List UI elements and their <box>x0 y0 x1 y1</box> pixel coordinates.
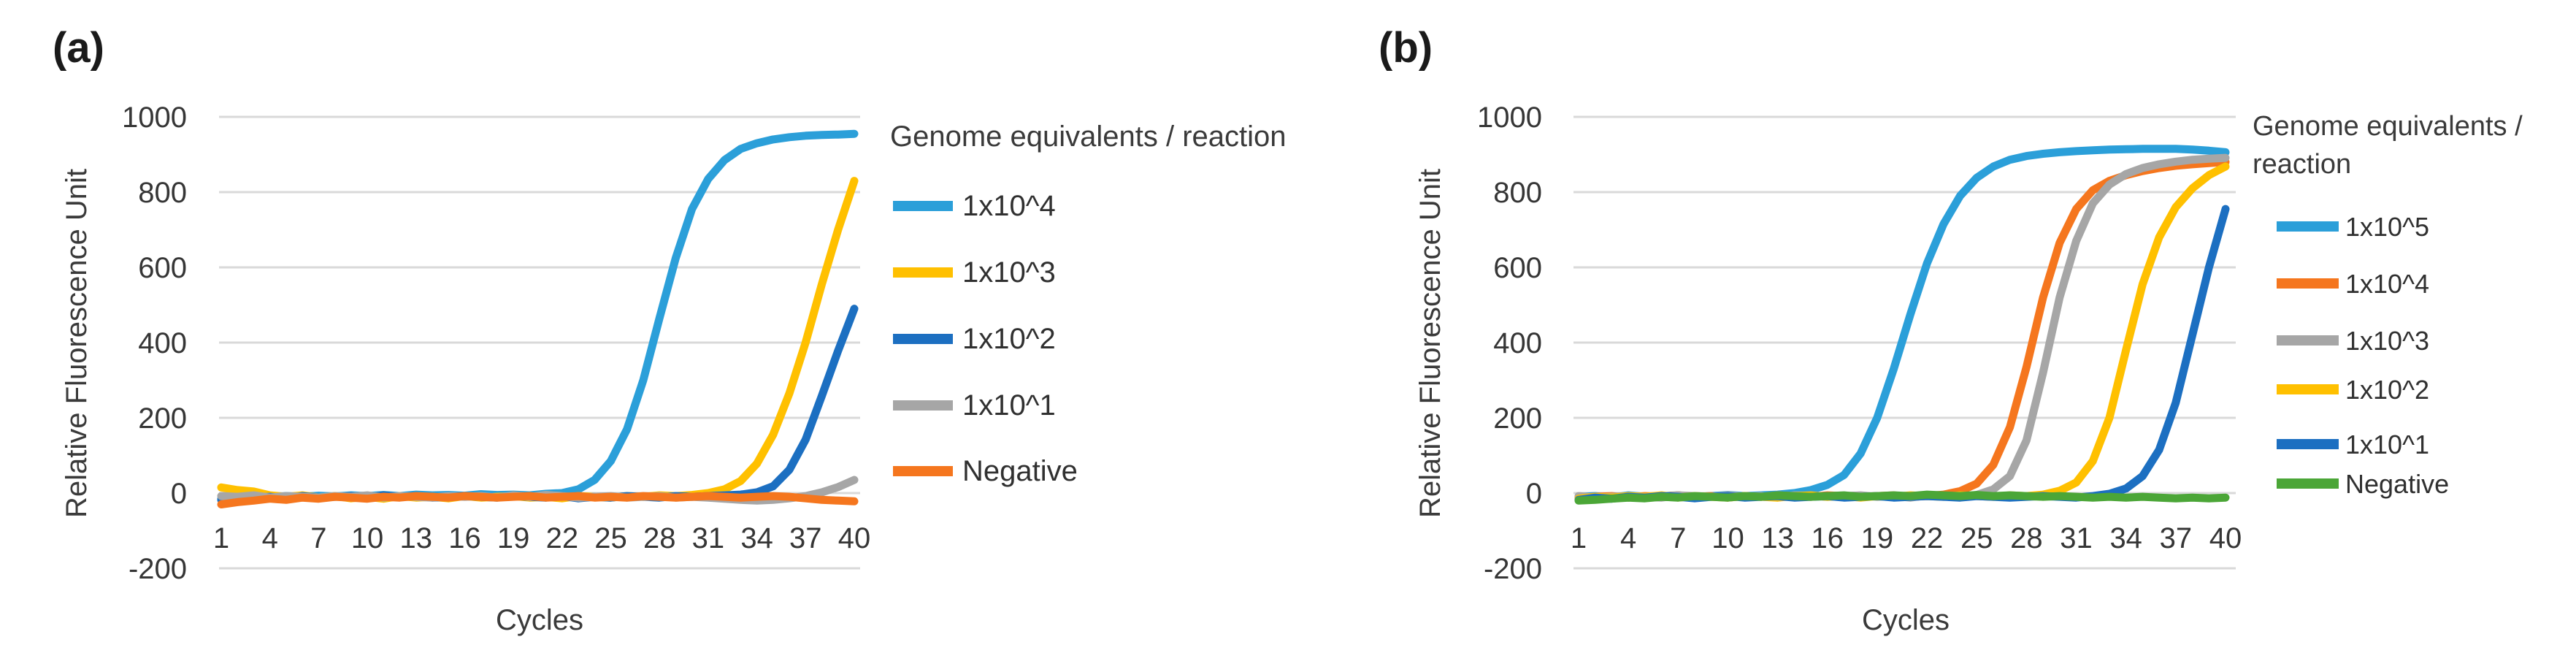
y-tick-label-1000: 1000 <box>1477 102 1542 134</box>
legend-label-1x10^2: 1x10^2 <box>2345 375 2429 405</box>
x-tick-label-10: 10 <box>1711 522 1744 554</box>
legend-swatch-1x10^2 <box>2277 384 2339 394</box>
panel-a-y-tick-labels: 1000 800 600 400 200 0 -200 <box>122 102 187 585</box>
x-tick-label-13: 13 <box>400 522 433 554</box>
y-tick-label-400: 400 <box>138 327 187 359</box>
y-tick-label-800: 800 <box>138 177 187 209</box>
x-tick-label-22: 22 <box>546 522 579 554</box>
panel-b-series <box>1574 145 2230 505</box>
legend-label-1x10^1: 1x10^1 <box>2345 430 2429 459</box>
legend-label-Negative: Negative <box>962 455 1078 487</box>
panel-b-legend-title-line-2: reaction <box>2253 149 2351 180</box>
x-tick-label-4: 4 <box>262 522 278 554</box>
x-tick-label-31: 31 <box>692 522 725 554</box>
x-tick-label-25: 25 <box>1960 522 1993 554</box>
y-tick-label-400: 400 <box>1493 327 1542 359</box>
y-tick-label-600: 600 <box>138 252 187 284</box>
x-tick-label-37: 37 <box>789 522 822 554</box>
x-tick-label-25: 25 <box>594 522 627 554</box>
x-tick-label-31: 31 <box>2060 522 2093 554</box>
x-tick-label-7: 7 <box>1670 522 1686 554</box>
y-tick-label-200: 200 <box>1493 402 1542 435</box>
legend-label-1x10^3: 1x10^3 <box>962 256 1056 289</box>
x-tick-label-13: 13 <box>1761 522 1794 554</box>
y-tick-label-0: 0 <box>1526 478 1542 510</box>
x-tick-label-19: 19 <box>497 522 530 554</box>
panel-a-legend-entries: 1x10^4 1x10^3 1x10^2 1x10^1 Negative <box>893 190 1078 487</box>
y-tick-label-800: 800 <box>1493 177 1542 209</box>
panel-a-x-tick-labels: 1 4 7 10 13 16 19 22 25 28 31 34 37 40 <box>213 522 870 554</box>
x-tick-label-19: 19 <box>1861 522 1894 554</box>
panel-b-y-tick-labels: 1000 800 600 400 200 0 -200 <box>1477 102 1542 585</box>
x-tick-label-22: 22 <box>1911 522 1944 554</box>
x-tick-label-37: 37 <box>2160 522 2193 554</box>
panel-b-legend-title-line-1: Genome equivalents / <box>2253 111 2523 142</box>
series-line-Negative <box>1574 490 2230 505</box>
x-tick-label-34: 34 <box>740 522 773 554</box>
panel-b: (b) 1000 800 600 400 200 0 -200 1 4 7 10 13 16 19 22 2… <box>1379 24 2523 636</box>
panel-a-legend: Genome equivalents / reaction 1x10^41x10… <box>890 121 1287 487</box>
legend-swatch-Negative <box>893 466 953 476</box>
x-tick-label-28: 28 <box>643 522 676 554</box>
panel-a-y-axis-title: Relative Fluorescence Unit <box>61 169 93 518</box>
x-tick-label-10: 10 <box>351 522 384 554</box>
series-line-1x10^3 <box>217 177 859 503</box>
legend-swatch-Negative <box>2277 478 2339 489</box>
legend-swatch-1x10^5 <box>2277 221 2339 232</box>
y-tick-label-0: 0 <box>171 478 187 510</box>
series-line-1x10^4 <box>217 129 859 503</box>
legend-swatch-1x10^1 <box>2277 439 2339 449</box>
legend-swatch-1x10^1 <box>893 400 953 411</box>
x-tick-label-40: 40 <box>838 522 871 554</box>
x-tick-label-1: 1 <box>1571 522 1587 554</box>
x-tick-label-7: 7 <box>310 522 326 554</box>
y-tick-label--200: -200 <box>1484 553 1542 585</box>
legend-label-1x10^5: 1x10^5 <box>2345 212 2429 242</box>
panel-a-series <box>217 129 859 508</box>
series-line-1x10^2 <box>217 305 859 504</box>
x-tick-label-4: 4 <box>1620 522 1636 554</box>
series-line-1x10^5 <box>1574 145 2230 502</box>
legend-label-1x10^4: 1x10^4 <box>962 190 1056 222</box>
legend-label-1x10^1: 1x10^1 <box>962 389 1056 421</box>
legend-label-1x10^2: 1x10^2 <box>962 323 1056 355</box>
series-line-Negative <box>217 492 859 508</box>
x-tick-label-40: 40 <box>2209 522 2242 554</box>
x-tick-label-34: 34 <box>2109 522 2142 554</box>
x-tick-label-28: 28 <box>2010 522 2043 554</box>
panel-b-legend: Genome equivalents / reaction 1x10^51x10… <box>2253 111 2523 499</box>
legend-label-Negative: Negative <box>2345 469 2449 499</box>
legend-label-1x10^4: 1x10^4 <box>2345 269 2429 299</box>
y-tick-label--200: -200 <box>129 553 187 585</box>
panel-b-x-axis-title: Cycles <box>1862 604 1950 636</box>
legend-swatch-1x10^2 <box>893 334 953 344</box>
panel-b-x-tick-labels: 1 4 7 10 13 16 19 22 25 28 31 34 37 40 <box>1571 522 2242 554</box>
y-tick-label-600: 600 <box>1493 252 1542 284</box>
panel-a-legend-title: Genome equivalents / reaction <box>890 121 1287 153</box>
y-tick-label-200: 200 <box>138 402 187 435</box>
x-tick-label-1: 1 <box>213 522 229 554</box>
legend-swatch-1x10^4 <box>893 201 953 211</box>
panel-a-label: (a) <box>53 24 104 72</box>
legend-swatch-1x10^3 <box>2277 335 2339 346</box>
x-tick-label-16: 16 <box>448 522 481 554</box>
y-tick-label-1000: 1000 <box>122 102 187 134</box>
x-tick-label-16: 16 <box>1812 522 1844 554</box>
legend-swatch-1x10^4 <box>2277 278 2339 289</box>
legend-swatch-1x10^3 <box>893 267 953 278</box>
panel-a-x-axis-title: Cycles <box>496 604 583 636</box>
panel-b-label: (b) <box>1379 24 1433 72</box>
panel-b-y-axis-title: Relative Fluorescence Unit <box>1414 169 1446 518</box>
legend-label-1x10^3: 1x10^3 <box>2345 326 2429 356</box>
panel-a: (a) 1000 800 600 400 200 0 -200 1 4 7 10 13 16 19 22 2… <box>53 24 1287 636</box>
panel-b-legend-entries: 1x10^5 1x10^4 1x10^3 1x10^2 1x10^1 Negative <box>2277 212 2449 499</box>
